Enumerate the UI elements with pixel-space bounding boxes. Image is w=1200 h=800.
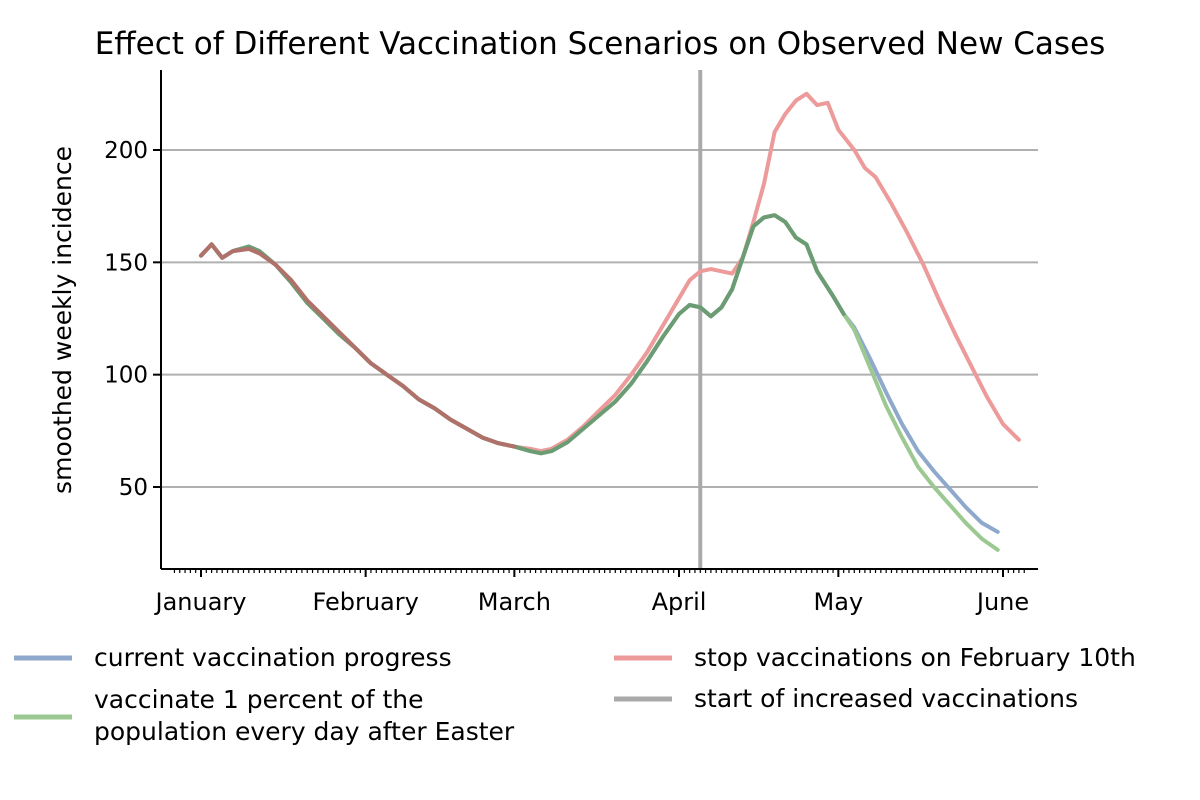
legend-item-start: start of increased vaccinations (614, 684, 1078, 713)
legend-label-start: start of increased vaccinations (694, 684, 1078, 713)
y-tick-label-200: 200 (104, 138, 148, 164)
series-line-overlap-4 (199, 242, 517, 449)
y-tick-label-100: 100 (104, 363, 148, 389)
legend-label-one-percent-line2: population every day after Easter (94, 717, 515, 746)
y-tick-label-150: 150 (104, 250, 148, 276)
legend: current vaccination progress stop vaccin… (14, 643, 1136, 746)
x-axis-ticks: January February March April May June (154, 569, 1029, 616)
x-tick-label-january: January (154, 588, 247, 616)
x-tick-label-may: May (814, 588, 864, 616)
x-tick-label-february: February (312, 588, 418, 616)
series-line-overlap-3 (199, 213, 846, 456)
legend-label-one-percent-line1: vaccinate 1 percent of the (94, 685, 423, 714)
grid-lines (161, 149, 1038, 488)
x-tick-label-june: June (975, 588, 1029, 616)
chart-title: Effect of Different Vaccination Scenario… (95, 26, 1106, 62)
y-axis-ticks: 50 100 150 200 (104, 138, 161, 501)
y-tick-label-50: 50 (119, 475, 148, 501)
series-lines (199, 91, 1021, 552)
legend-label-stop: stop vaccinations on February 10th (694, 643, 1136, 672)
x-tick-label-april: April (652, 588, 707, 616)
legend-item-stop: stop vaccinations on February 10th (614, 643, 1136, 672)
x-tick-label-march: March (478, 588, 551, 616)
legend-item-one-percent: vaccinate 1 percent of the population ev… (14, 685, 515, 746)
y-axis-label: smoothed weekly incidence (48, 146, 77, 494)
legend-item-current: current vaccination progress (14, 643, 452, 672)
series-line-stop-vaccinations-on-february-10th (199, 91, 1021, 454)
legend-label-current: current vaccination progress (94, 643, 452, 672)
series-line-vaccinate-1-percent-of-the-population-every-day-after-easter (199, 213, 1000, 552)
